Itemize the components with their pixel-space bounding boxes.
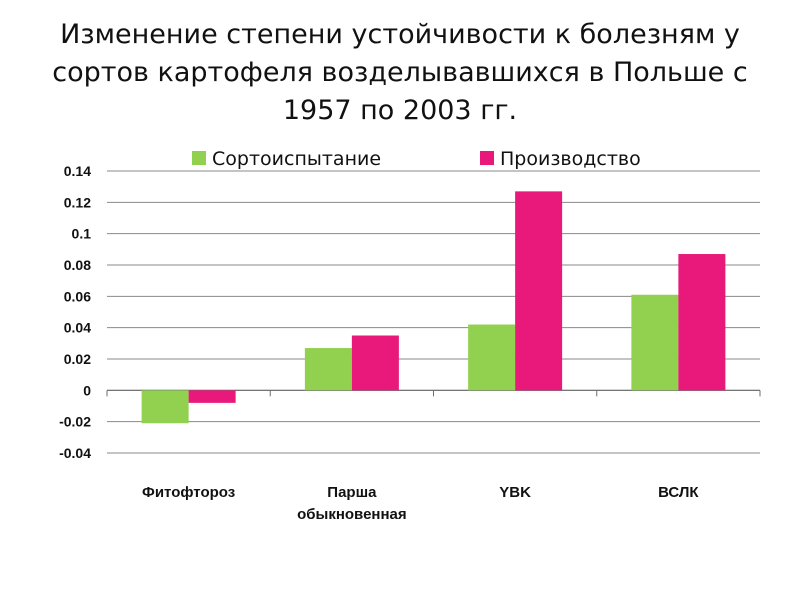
legend-swatch-proizvodstvo: [480, 151, 494, 165]
y-tick-label: 0.14: [64, 163, 91, 179]
y-axis-ticks: 0.14 0.12 0.1 0.08 0.06 0.04 0.02 0 -0.02 -0.04: [59, 163, 91, 461]
y-tick-label: 0: [83, 382, 91, 398]
y-tick-label: -0.02: [59, 414, 91, 430]
y-tick-label: 0.04: [64, 320, 91, 336]
x-category-label: ВСЛК: [658, 484, 699, 501]
y-tick-label: 0.08: [64, 257, 91, 273]
x-category-label-line: YBK: [499, 484, 531, 501]
y-tick-label: 0.1: [72, 226, 92, 242]
x-category-label: Фитофтороз: [142, 484, 235, 501]
x-category-label-line: Парша: [327, 484, 377, 501]
bar-proizvodstvo-1: [351, 335, 399, 391]
chart-title-line-3: 1957 по 2003 гг.: [282, 95, 518, 126]
y-tick-label: 0.12: [64, 194, 91, 210]
y-tick-label: -0.04: [59, 445, 91, 461]
y-tick-label: 0.06: [64, 288, 91, 304]
x-category-label-line: Фитофтороз: [142, 484, 235, 501]
x-axis-labels: Фитофтороз Парша обыкновенная YBK ВСЛК: [142, 484, 699, 523]
bar-proizvodstvo-2: [515, 191, 563, 391]
bar-sortoispytanie-3: [631, 294, 679, 391]
x-category-label-line: обыкновенная: [297, 506, 407, 523]
legend-label-sortoispytanie: Сортоиспытание: [212, 148, 381, 170]
legend: Сортоиспытание Производство: [192, 148, 641, 170]
legend-label-proizvodstvo: Производство: [500, 148, 641, 170]
bar-proizvodstvo-3: [678, 254, 726, 391]
bar-sortoispytanie-2: [468, 324, 516, 391]
bar-sortoispytanie-1: [304, 348, 352, 391]
legend-swatch-sortoispytanie: [192, 151, 206, 165]
y-tick-label: 0.02: [64, 351, 91, 367]
x-category-label-line: ВСЛК: [658, 484, 699, 501]
x-category-label: YBK: [499, 484, 531, 501]
x-category-label: Парша обыкновенная: [297, 484, 407, 523]
chart-title-line-1: Изменение степени устойчивости к болезня…: [60, 19, 740, 50]
bar-sortoispytanie-0: [141, 390, 189, 424]
chart-title-line-2: сортов картофеля возделывавшихся в Польш…: [52, 57, 748, 88]
bars: [141, 191, 726, 424]
chart-title: Изменение степени устойчивости к болезня…: [40, 16, 760, 130]
bar-proizvodstvo-0: [188, 390, 236, 403]
